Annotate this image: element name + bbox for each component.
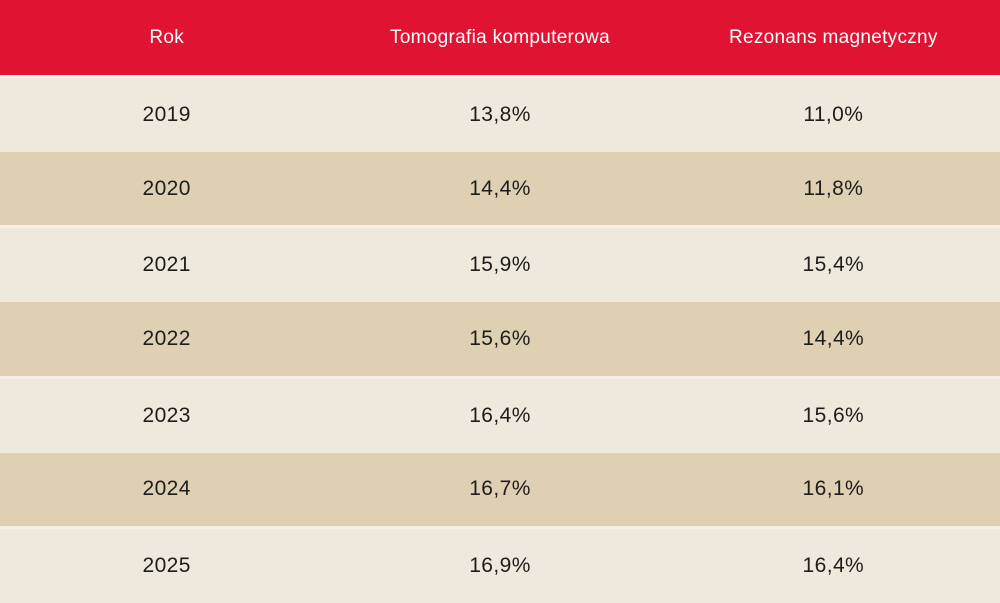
- rezonans-value-cell: 16,4%: [802, 554, 865, 578]
- rezonans-value-cell: 14,4%: [802, 327, 865, 351]
- year-cell: 2022: [142, 327, 191, 351]
- tomografia-value-cell: 16,4%: [469, 403, 531, 427]
- column-header-rok: Rok: [149, 26, 185, 48]
- table-row: 2019 13,8% 11,0%: [0, 75, 1000, 152]
- column-header-tomografia-komputerowa: Tomografia komputerowa: [390, 26, 610, 48]
- table-row: 2023 16,4% 15,6%: [0, 375, 1000, 453]
- year-cell: 2021: [142, 253, 191, 277]
- table-row: 2020 14,4% 11,8%: [0, 151, 1000, 226]
- table-header-row: Rok Tomografia komputerowa Rezonans magn…: [0, 0, 1000, 75]
- year-cell: 2020: [142, 176, 191, 200]
- tomografia-value-cell: 14,4%: [469, 176, 531, 200]
- year-cell: 2019: [142, 102, 191, 126]
- tomografia-value-cell: 16,9%: [469, 554, 531, 578]
- year-cell: 2023: [142, 403, 191, 427]
- tomografia-value-cell: 15,6%: [469, 327, 531, 351]
- column-header-rezonans-magnetyczny: Rezonans magnetyczny: [728, 26, 938, 48]
- rezonans-value-cell: 15,6%: [802, 403, 865, 427]
- rezonans-value-cell: 15,4%: [802, 253, 865, 277]
- rezonans-value-cell: 16,1%: [802, 477, 865, 501]
- year-cell: 2024: [142, 477, 191, 501]
- table-row: 2021 15,9% 15,4%: [0, 225, 1000, 303]
- table-row: 2024 16,7% 16,1%: [0, 452, 1000, 527]
- tomografia-value-cell: 15,9%: [469, 253, 531, 277]
- tomografia-value-cell: 13,8%: [469, 102, 531, 126]
- table-row: 2025 16,9% 16,4%: [0, 526, 1000, 603]
- rezonans-value-cell: 11,0%: [803, 102, 864, 126]
- table-row: 2022 15,6% 14,4%: [0, 302, 1000, 376]
- year-cell: 2025: [142, 554, 191, 578]
- rezonans-value-cell: 11,8%: [803, 176, 864, 200]
- tomografia-value-cell: 16,7%: [469, 477, 531, 501]
